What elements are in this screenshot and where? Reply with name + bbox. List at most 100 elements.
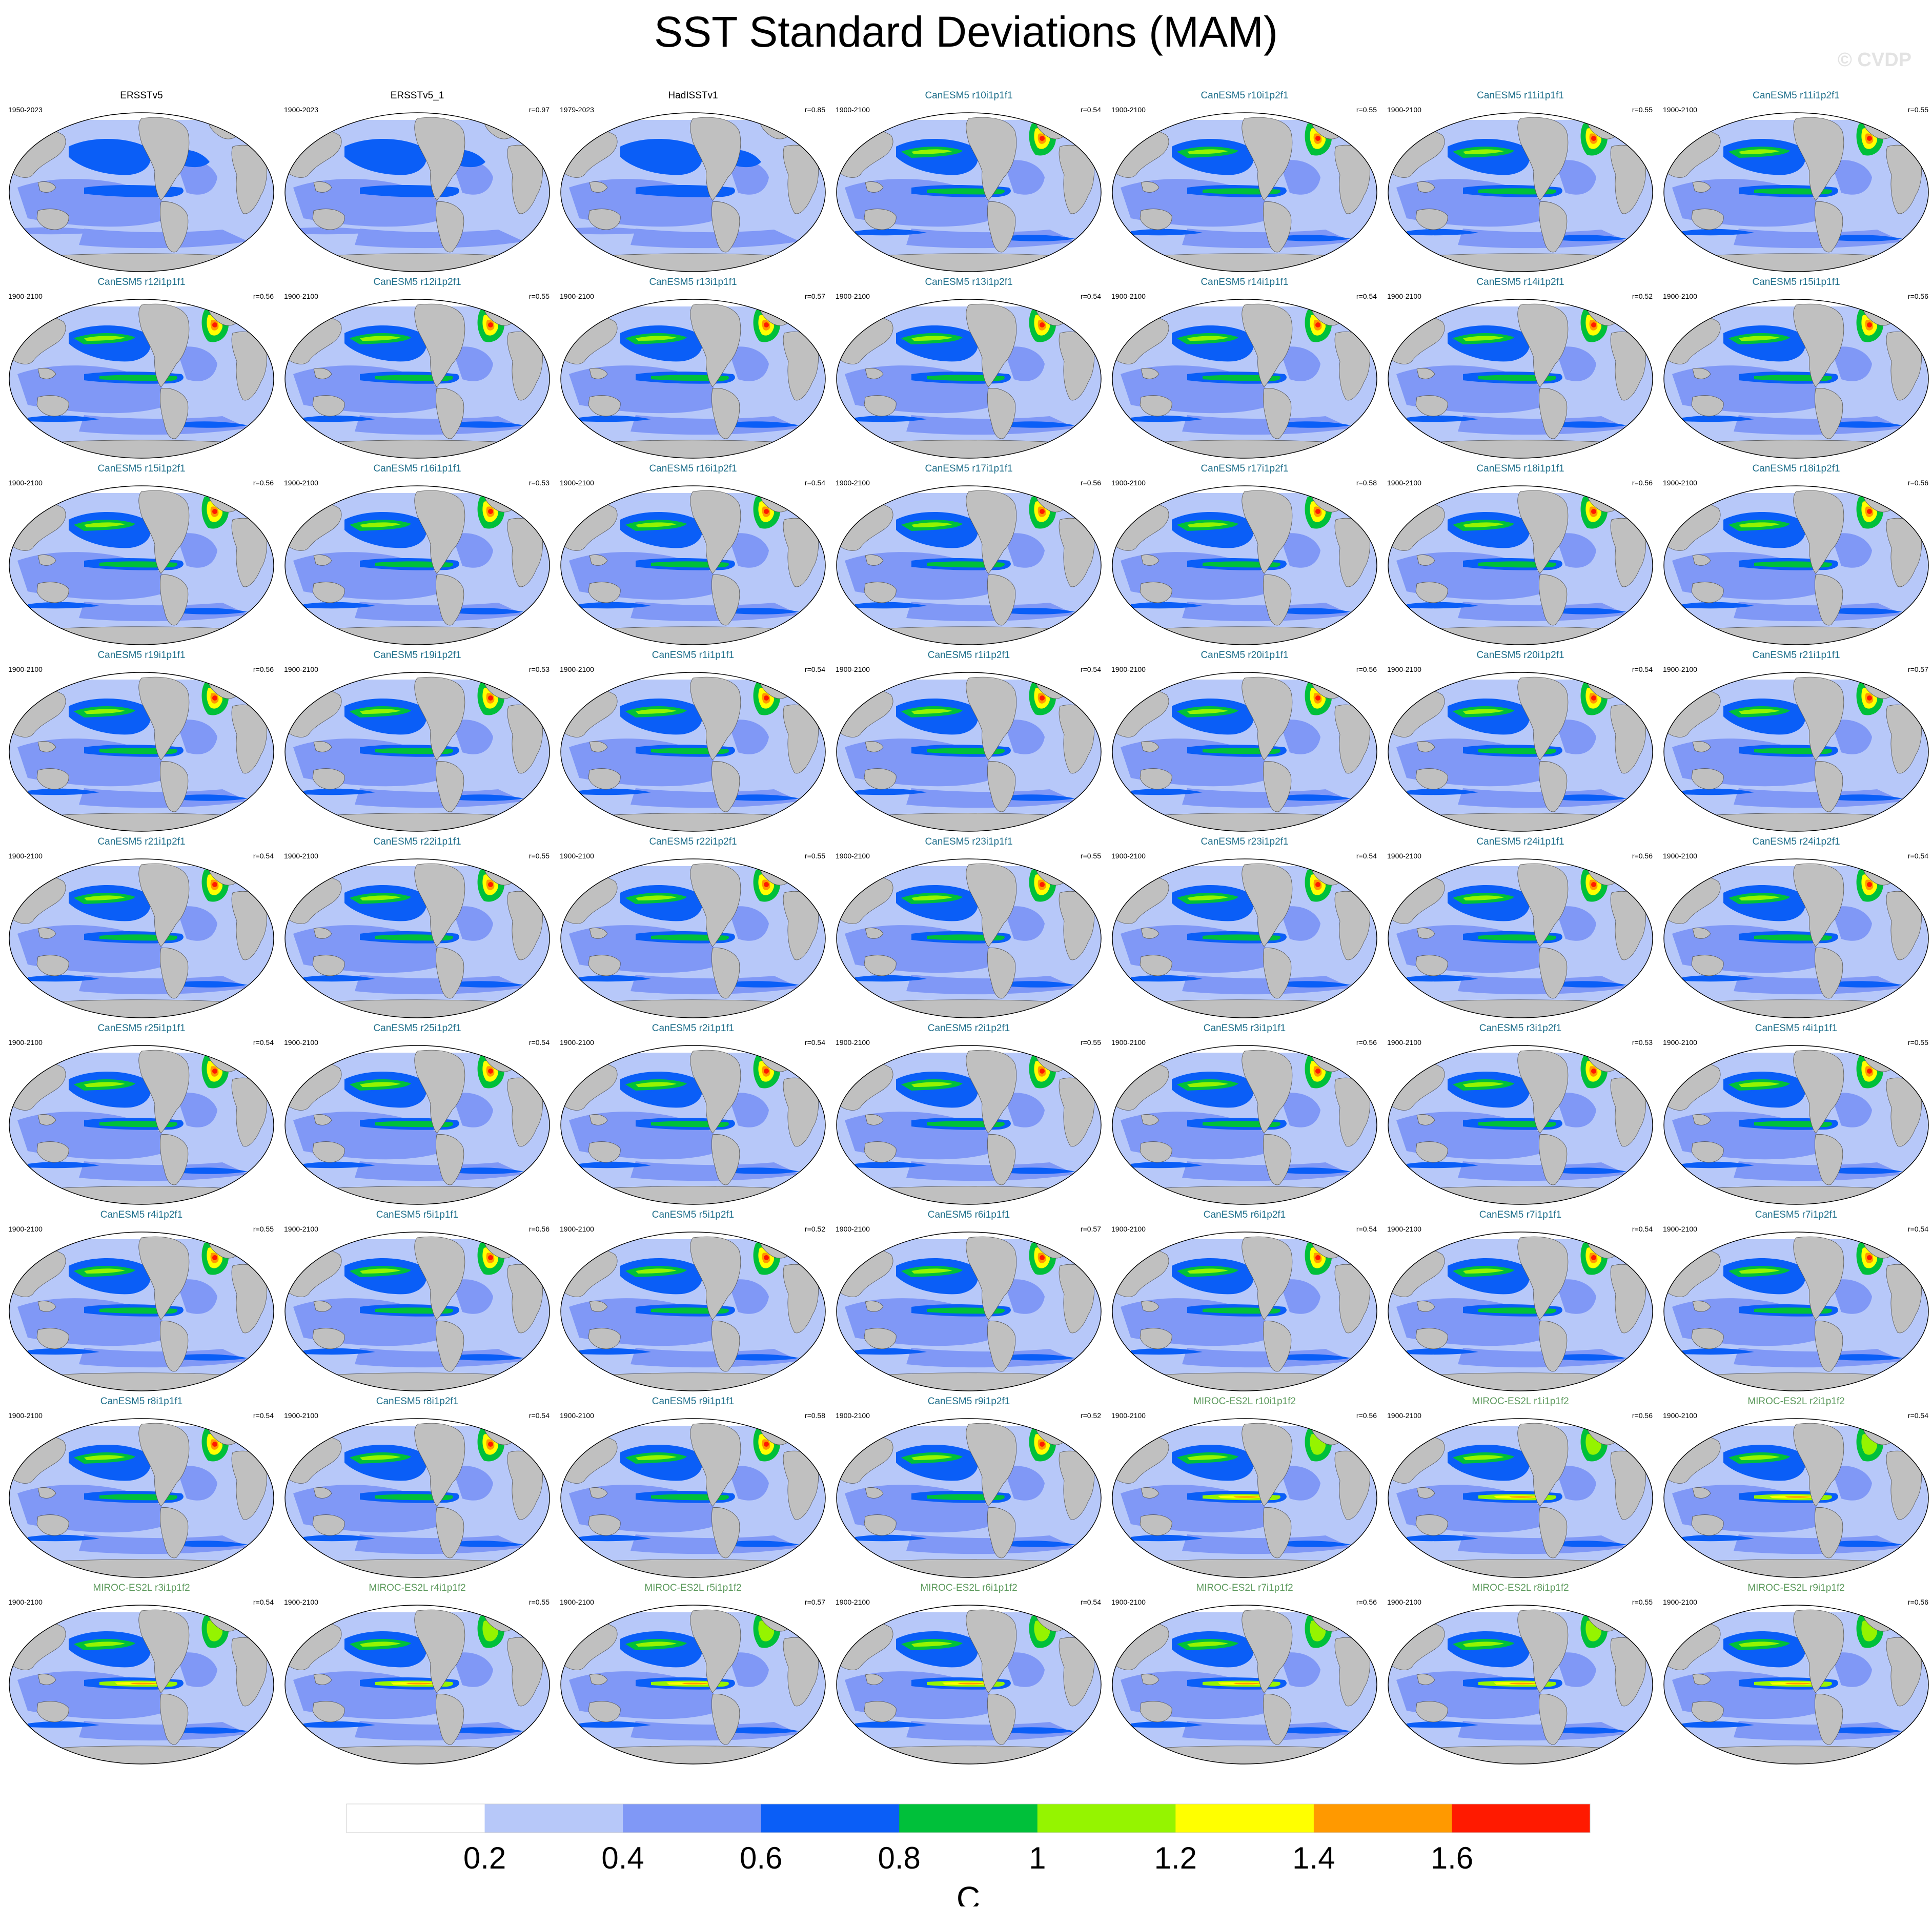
panel-title: CanESM5 r24i1p2f1 (1752, 836, 1840, 847)
map-panel: CanESM5 r12i1p2f1 1900-2100 r=0.55 (280, 277, 555, 462)
panel-correlation: r=0.55 (1632, 106, 1653, 114)
map-panel: CanESM5 r25i1p2f1 1900-2100 r=0.54 (280, 1023, 555, 1208)
sst-std-map (1112, 858, 1377, 1018)
colorbar-border (346, 1803, 1591, 1833)
panel-title: CanESM5 r15i1p1f1 (1752, 277, 1840, 288)
panel-title: CanESM5 r9i1p1f1 (652, 1396, 735, 1407)
panel-period: 1900-2100 (1111, 665, 1146, 673)
panel-correlation: r=0.54 (253, 1598, 274, 1606)
panel-period: 1900-2100 (1111, 292, 1146, 300)
sst-std-map (284, 485, 550, 645)
panel-title: CanESM5 r20i1p1f1 (1201, 650, 1289, 661)
panel-period: 1900-2100 (8, 1411, 43, 1420)
sst-std-map (1112, 485, 1377, 645)
colorbar-bin (899, 1804, 1038, 1833)
panel-title: CanESM5 r16i1p1f1 (373, 463, 461, 474)
panel-correlation: r=0.56 (1907, 1598, 1928, 1606)
panel-title: CanESM5 r2i1p1f1 (652, 1023, 735, 1034)
sst-std-map (1388, 485, 1653, 645)
panel-title: MIROC-ES2L r8i1p1f2 (1472, 1583, 1569, 1593)
panel-period: 1900-2100 (284, 852, 318, 860)
panel-title: CanESM5 r5i1p2f1 (652, 1209, 735, 1220)
panel-correlation: r=0.97 (528, 106, 550, 114)
panel-correlation: r=0.54 (1632, 665, 1653, 673)
map-panel: CanESM5 r3i1p2f1 1900-2100 r=0.53 (1383, 1023, 1658, 1208)
panel-title: CanESM5 r9i1p2f1 (927, 1396, 1010, 1407)
panel-title: ERSSTv5_1 (390, 90, 444, 101)
panel-correlation: r=0.56 (1356, 665, 1377, 673)
sst-std-map (284, 1418, 550, 1578)
map-panel: CanESM5 r9i1p2f1 1900-2100 r=0.52 (831, 1396, 1106, 1582)
map-panel: MIROC-ES2L r9i1p1f2 1900-2100 r=0.56 (1659, 1583, 1932, 1768)
panel-period: 1900-2100 (284, 1038, 318, 1047)
panel-correlation: r=0.57 (1080, 1225, 1101, 1233)
map-panel: CanESM5 r7i1p1f1 1900-2100 r=0.54 (1383, 1209, 1658, 1395)
panel-title: MIROC-ES2L r9i1p1f2 (1747, 1583, 1845, 1593)
sst-std-map (560, 858, 826, 1018)
map-panel: CanESM5 r5i1p1f1 1900-2100 r=0.56 (280, 1209, 555, 1395)
panel-period: 1900-2100 (1387, 1598, 1421, 1606)
sst-std-map (560, 1045, 826, 1205)
colorbar-bin (1037, 1804, 1176, 1833)
panel-title: CanESM5 r13i1p1f1 (649, 277, 737, 288)
panel-correlation: r=0.55 (1632, 1598, 1653, 1606)
map-panel: CanESM5 r18i1p2f1 1900-2100 r=0.56 (1659, 463, 1932, 649)
panel-period: 1900-2100 (1663, 1598, 1697, 1606)
colorbar-bin (1313, 1804, 1452, 1833)
colorbar-bin (1452, 1804, 1591, 1833)
panel-title: CanESM5 r3i1p1f1 (1203, 1023, 1286, 1034)
map-panel: CanESM5 r23i1p2f1 1900-2100 r=0.54 (1107, 836, 1382, 1022)
sst-std-map (284, 858, 550, 1018)
map-panel: CanESM5 r21i1p2f1 1900-2100 r=0.54 (4, 836, 279, 1022)
panel-correlation: r=0.54 (1907, 1411, 1928, 1420)
sst-std-map (836, 1232, 1102, 1391)
panel-period: 1900-2100 (836, 106, 870, 114)
sst-std-map (9, 1418, 274, 1578)
map-panel: CanESM5 r3i1p1f1 1900-2100 r=0.56 (1107, 1023, 1382, 1208)
panel-correlation: r=0.55 (804, 852, 825, 860)
sst-std-map (1388, 672, 1653, 832)
panel-correlation: r=0.54 (804, 1038, 825, 1047)
map-panel: CanESM5 r8i1p2f1 1900-2100 r=0.54 (280, 1396, 555, 1582)
panel-title: CanESM5 r25i1p1f1 (97, 1023, 186, 1034)
colorbar-tick-label: 1.2 (1154, 1841, 1197, 1875)
panel-title: CanESM5 r10i1p1f1 (925, 90, 1013, 101)
panel-title: MIROC-ES2L r4i1p1f2 (369, 1583, 466, 1593)
panel-period: 1900-2100 (1663, 1038, 1697, 1047)
panel-period: 1900-2100 (836, 479, 870, 487)
map-panel: CanESM5 r11i1p2f1 1900-2100 r=0.55 (1659, 90, 1932, 276)
sst-std-map (836, 858, 1102, 1018)
panel-period: 1900-2100 (8, 479, 43, 487)
panel-correlation: r=0.54 (1080, 292, 1101, 300)
panel-title: CanESM5 r21i1p1f1 (1752, 650, 1840, 661)
panel-correlation: r=0.54 (1356, 292, 1377, 300)
panel-title: CanESM5 r22i1p1f1 (373, 836, 461, 847)
sst-std-map (9, 858, 274, 1018)
sst-std-map (836, 1605, 1102, 1765)
sst-std-map (1388, 1045, 1653, 1205)
sst-std-map (1388, 299, 1653, 459)
panel-title: CanESM5 r16i1p2f1 (649, 463, 737, 474)
panel-correlation: r=0.55 (528, 1598, 550, 1606)
panel-period: 1900-2100 (1111, 1225, 1146, 1233)
sst-std-map (560, 1605, 826, 1765)
panel-title: CanESM5 r20i1p2f1 (1476, 650, 1564, 661)
panel-correlation: r=0.56 (1080, 479, 1101, 487)
panel-title: MIROC-ES2L r6i1p1f2 (920, 1583, 1018, 1593)
map-panel: CanESM5 r12i1p1f1 1900-2100 r=0.56 (4, 277, 279, 462)
sst-std-map (1663, 1605, 1929, 1765)
map-panel: CanESM5 r19i1p1f1 1900-2100 r=0.56 (4, 650, 279, 835)
figure-title: SST Standard Deviations (MAM) (654, 8, 1278, 56)
panel-correlation: r=0.55 (1356, 106, 1377, 114)
panel-correlation: r=0.54 (528, 1038, 550, 1047)
sst-std-map (836, 1418, 1102, 1578)
panel-correlation: r=0.56 (1356, 1411, 1377, 1420)
panel-title: CanESM5 r18i1p2f1 (1752, 463, 1840, 474)
panel-correlation: r=0.52 (1080, 1411, 1101, 1420)
colorbar-tick-label: 0.2 (463, 1841, 506, 1875)
panel-period: 1900-2023 (284, 106, 318, 114)
map-panel: CanESM5 r22i1p2f1 1900-2100 r=0.55 (556, 836, 830, 1022)
sst-std-map (1112, 299, 1377, 459)
sst-std-map (284, 112, 550, 272)
panel-period: 1900-2100 (836, 665, 870, 673)
